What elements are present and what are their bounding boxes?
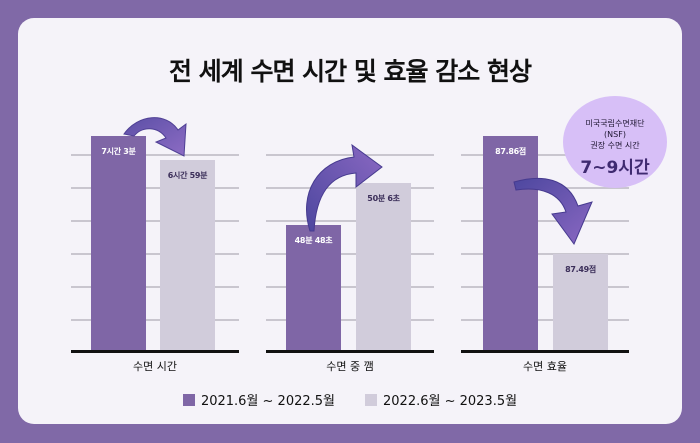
- bubble-line-3: 권장 수면 시간: [590, 141, 640, 150]
- chart-title: 전 세계 수면 시간 및 효율 감소 현상: [169, 57, 532, 86]
- curved-arrow-down-icon: [513, 177, 593, 246]
- axis-baseline: [461, 350, 629, 353]
- nsf-recommendation-bubble: 미국국립수면재단 (NSF) 권장 수면 시간 7~9시간: [563, 96, 667, 188]
- axis-baseline: [266, 350, 434, 353]
- bubble-line-2: (NSF): [604, 130, 626, 139]
- bubble-highlight: 7~9시간: [580, 158, 650, 178]
- bar-value-label: 48분 48초: [294, 236, 333, 245]
- bar-efficiency-2022: 87.49점: [553, 254, 608, 351]
- legend: 2021.6월 ~ 2022.5월 2022.6월 ~ 2023.5월: [0, 390, 700, 409]
- legend-swatch: [182, 393, 195, 406]
- legend-label: 2021.6월 ~ 2022.5월: [200, 394, 335, 409]
- legend-item-2021: 2021.6월 ~ 2022.5월: [182, 390, 335, 409]
- bar-value-label: 6시간 59분: [167, 171, 208, 180]
- legend-swatch: [365, 393, 377, 406]
- bubble-line-1: 미국국립수면재단: [585, 119, 645, 128]
- category-label: 수면 시간: [133, 360, 177, 373]
- curved-arrow-up-icon: [306, 143, 383, 232]
- bar-value-label: 87.86점: [495, 147, 526, 156]
- legend-label: 2022.6월 ~ 2023.5월: [383, 394, 518, 409]
- bar-sleep-time-2021: 7시간 3분: [91, 136, 146, 351]
- bar-value-label: 87.49점: [565, 265, 596, 274]
- category-label: 수면 효율: [523, 360, 567, 373]
- legend-item-2022: 2022.6월 ~ 2023.5월: [365, 390, 517, 409]
- bar-sleep-time-2022: 6시간 59분: [160, 160, 215, 351]
- bar-efficiency-2021: 87.86점: [483, 136, 538, 351]
- bar-value-label: 50분 6초: [367, 194, 400, 203]
- curved-arrow-down-icon: [123, 117, 187, 157]
- axis-baseline: [71, 350, 239, 353]
- bar-wake-2021: 48분 48초: [286, 225, 341, 351]
- bar-value-label: 7시간 3분: [101, 147, 136, 156]
- bar-wake-2022: 50분 6초: [356, 183, 411, 351]
- category-label: 수면 중 깸: [326, 360, 374, 373]
